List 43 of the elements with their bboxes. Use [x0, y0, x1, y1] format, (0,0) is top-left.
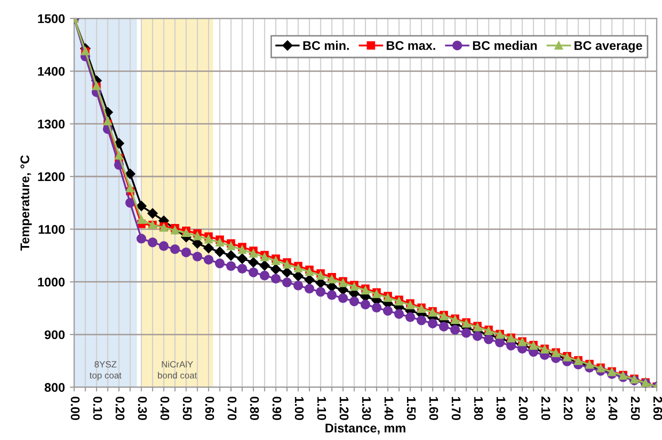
- x-tick-label: 0.50: [182, 396, 192, 420]
- x-tick-label: 0.10: [93, 396, 102, 420]
- x-tick-label: 0.30: [138, 396, 147, 420]
- x-tick-label: 1.80: [474, 397, 483, 420]
- x-tick-label: 2.50: [630, 396, 640, 420]
- y-tick-label: 800: [44, 383, 65, 392]
- legend-label: BC median: [473, 40, 537, 50]
- x-tick-label: 2.60: [653, 396, 662, 420]
- legend-label: BC max.: [386, 41, 436, 50]
- band-label: 8YSZ top coat: [90, 361, 122, 380]
- x-tick-label: 2.00: [518, 396, 528, 420]
- x-tick-label: 1.60: [429, 397, 438, 420]
- band-label: NiCrAlY bond coat: [158, 360, 197, 379]
- legend-label: BC min.: [303, 40, 349, 50]
- x-axis-title: Distance, mm: [326, 423, 406, 434]
- x-tick-label: 0.00: [70, 396, 80, 420]
- x-tick-label: 0.70: [228, 396, 236, 420]
- y-tick-label: 1000: [38, 278, 65, 287]
- y-tick-label: 1500: [38, 14, 65, 24]
- x-tick-label: 0.20: [116, 396, 124, 420]
- x-tick-label: 0.90: [272, 396, 282, 420]
- y-tick-label: 1400: [38, 66, 65, 76]
- x-tick-label: 1.30: [362, 397, 371, 420]
- x-tick-label: 1.70: [452, 397, 461, 420]
- legend-label: BC average: [574, 41, 642, 52]
- x-tick-label: 1.50: [406, 397, 416, 420]
- x-tick-label: 2.20: [564, 396, 573, 420]
- x-tick-label: 1.10: [317, 397, 326, 420]
- x-tick-label: 2.10: [541, 396, 550, 420]
- x-tick-label: 1.00: [294, 397, 304, 420]
- x-tick-label: 0.80: [250, 396, 259, 420]
- y-tick-label: 900: [44, 330, 65, 340]
- x-tick-label: 0.40: [160, 396, 170, 420]
- x-tick-label: 1.90: [496, 397, 506, 420]
- y-tick-label: 1300: [38, 120, 65, 128]
- x-tick-label: 2.30: [586, 396, 595, 420]
- y-axis-title: Temperature, °C: [20, 155, 32, 251]
- y-tick-label: 1200: [38, 172, 65, 182]
- x-tick-label: 1.20: [340, 397, 349, 420]
- x-tick-label: 1.40: [384, 397, 394, 420]
- y-tick-label: 1100: [38, 224, 65, 234]
- x-tick-label: 0.60: [205, 396, 214, 420]
- x-tick-label: 2.40: [608, 396, 618, 420]
